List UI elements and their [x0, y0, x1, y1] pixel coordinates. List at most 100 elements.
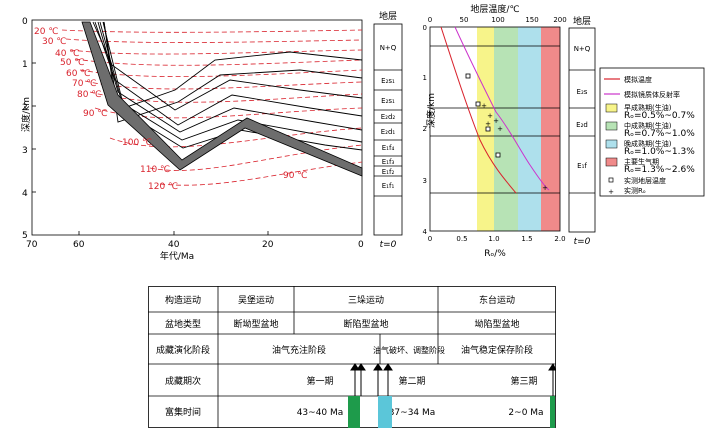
legend-sub: Rₒ=1.3%~2.6%	[624, 165, 695, 175]
y-tick: 2	[22, 103, 28, 113]
x-tick: 0	[358, 240, 364, 250]
isotherm-label: 90 ℃	[283, 171, 307, 181]
phase-label: 第二期	[398, 375, 425, 387]
enrichment-time: 43~40 Ma	[297, 408, 344, 418]
stage-cell: 油气稳定保存阶段	[461, 344, 533, 356]
stage-cell: 油气破坏、调整阶段	[373, 345, 445, 355]
isotherm-label: 110 ℃	[140, 165, 170, 175]
y-tick: 5	[22, 231, 28, 241]
top-tick: 150	[525, 16, 538, 24]
legend-sub: Rₒ=1.0%~1.3%	[624, 147, 695, 157]
y-tick: 3	[22, 146, 28, 156]
isotherm-label: 70 ℃	[72, 79, 96, 89]
svg-text:+: +	[481, 102, 487, 110]
bottom-tick: 1.5	[521, 235, 532, 243]
isotherm-label: 60 ℃	[66, 69, 90, 79]
mid-maturity-zone	[494, 27, 518, 231]
top-tick: 100	[491, 16, 504, 24]
burial-maturity-figure: 20 ℃ 30 ℃ 40 ℃ 50 ℃ 60 ℃ 70 ℃ 80 ℃ 90 ℃ …	[20, 3, 705, 262]
enrichment-bar-2	[378, 396, 392, 428]
svg-text:+: +	[493, 117, 499, 125]
tectonic-cell: 东台运动	[479, 294, 515, 306]
isotherm-label: 100 ℃	[122, 138, 152, 148]
svg-text:+: +	[485, 120, 491, 128]
row-head: 构造运动	[165, 294, 201, 306]
strata-footer: t=0	[574, 237, 591, 247]
strata-unit: E₂s₁	[381, 97, 395, 105]
y-axis-label: 深度/km	[20, 97, 32, 132]
strata-unit: E₂d₂	[381, 113, 396, 121]
enrichment-time: 37~34 Ma	[389, 408, 436, 418]
y-tick: 2	[423, 125, 427, 133]
phase-label: 第一期	[306, 375, 333, 387]
phase-label: 第三期	[510, 375, 537, 387]
y-tick: 1	[22, 60, 28, 70]
y-tick: 0	[423, 24, 427, 32]
legend-sub: Rₒ=0.7%~1.0%	[624, 129, 695, 139]
x-tick: 60	[73, 240, 85, 250]
maturity-panel: +++ +++ 0 50 100 150 200 地层温度/℃ 0 1 2 3 …	[423, 3, 567, 259]
legend-sub: Rₒ=0.5%~0.7%	[624, 111, 695, 121]
bottom-tick: 2.0	[554, 235, 565, 243]
legend: 模拟温度 模拟镜质体反射率 早成熟期(生油) Rₒ=0.5%~0.7% 中成熟期…	[599, 67, 705, 197]
measured-ro-points: +++ +++	[481, 102, 548, 192]
legend-label: 实测Rₒ	[624, 186, 646, 195]
isotherm-label: 40 ℃	[55, 49, 79, 59]
top-tick: 200	[553, 16, 566, 24]
burial-history-panel: 20 ℃ 30 ℃ 40 ℃ 50 ℃ 60 ℃ 70 ℃ 80 ℃ 90 ℃ …	[20, 17, 364, 262]
strata-unit: E₂s₁	[381, 77, 395, 85]
isotherm-label: 80 ℃	[77, 90, 101, 100]
svg-text:+: +	[542, 184, 548, 192]
isotherm-label: 30 ℃	[42, 37, 66, 47]
isotherm-label: 20 ℃	[34, 27, 58, 37]
bottom-tick: 1.0	[488, 235, 499, 243]
isotherm-label: 120 ℃	[148, 182, 178, 192]
legend-label: 早成熟期(生油)	[624, 103, 672, 112]
strata-unit: E₁f₃	[382, 158, 395, 166]
x-axis-label: 年代/Ma	[160, 250, 194, 262]
strata-unit: E₂d₁	[381, 128, 396, 136]
early-maturity-zone	[477, 27, 494, 231]
x-tick: 40	[168, 240, 180, 250]
burial-plot-frame	[31, 19, 363, 236]
tectonic-cell: 吴堡运动	[238, 294, 274, 306]
bottom-axis-label: Rₒ/%	[484, 249, 506, 259]
y-tick: 4	[423, 228, 428, 236]
strata-unit: E₁f₄	[382, 144, 395, 152]
svg-text:+: +	[608, 188, 614, 196]
strata-header: 地层	[379, 10, 397, 22]
simulated-temperature-line	[440, 26, 517, 194]
y-tick: 1	[423, 74, 427, 82]
strata-unit: E₂d	[576, 121, 588, 129]
strata-column-2: 地层 N+Q E₂s E₂d E₁f t=0	[568, 15, 596, 247]
y-axis-label: 深度/km	[425, 93, 437, 128]
legend-label: 主要生气期	[624, 157, 659, 166]
enrichment-bar-1	[348, 396, 360, 428]
isotherm-label: 90 ℃	[83, 109, 107, 119]
strata-unit: E₁f₂	[382, 168, 395, 176]
bottom-tick: 0	[428, 235, 432, 243]
x-tick: 70	[26, 240, 38, 250]
stage-cell: 油气充注阶段	[272, 344, 326, 356]
strata-column-1: 地层 N+Q E₂s₁ E₂s₁ E₂d₂ E₂d₁ E₁f₄ E₁f₃ E₁f…	[373, 10, 403, 250]
enrichment-bar-3	[550, 396, 555, 428]
row-head: 成藏演化阶段	[156, 344, 210, 356]
strata-unit: E₂s	[577, 88, 588, 96]
measured-temperature-points	[465, 73, 501, 158]
y-tick: 3	[423, 177, 427, 185]
accumulation-table: 构造运动 盆地类型 成藏演化阶段 成藏期次 富集时间 吴堡运动 三垛运动 东台运…	[148, 286, 556, 428]
tectonic-cell: 三垛运动	[348, 295, 384, 306]
y-tick: 4	[22, 189, 28, 199]
source-rock-band	[81, 21, 363, 177]
x-tick: 20	[262, 240, 274, 250]
svg-text:+: +	[497, 125, 503, 133]
legend-label: 模拟温度	[624, 75, 652, 84]
top-tick: 0	[428, 16, 432, 24]
isotherm-label: 50 ℃	[60, 58, 84, 68]
gas-generation-zone	[541, 27, 560, 231]
maturity-plot-frame	[429, 26, 561, 232]
legend-label: 晚成熟期(生油)	[624, 139, 672, 148]
strata-unit: E₁f₁	[382, 182, 395, 190]
top-axis-label: 地层温度/℃	[470, 3, 519, 15]
strata-header: 地层	[573, 15, 591, 27]
